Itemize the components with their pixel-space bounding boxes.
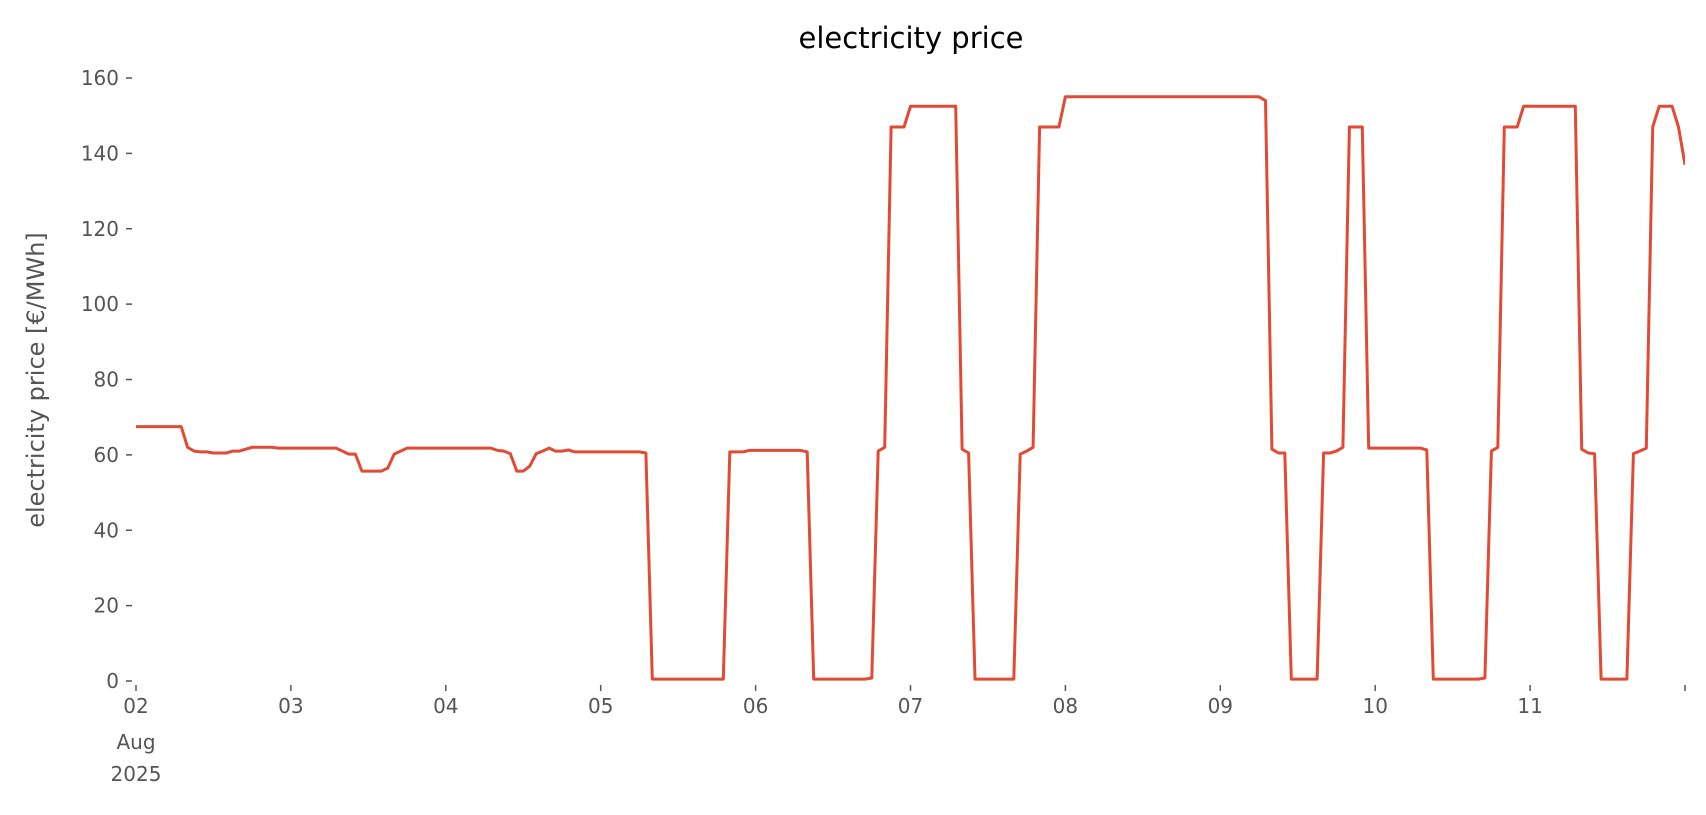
y-tick-label: 160	[81, 66, 119, 90]
x-tick-label: 06	[743, 694, 768, 718]
y-tick-label: 0	[106, 669, 119, 693]
x-tick-label: 05	[588, 694, 613, 718]
x-tick-label: 10	[1362, 694, 1387, 718]
x-tick-label: 02	[123, 694, 148, 718]
y-axis-label: electricity price [€/MWh]	[22, 232, 50, 528]
y-tick-label: 140	[81, 141, 119, 165]
x-tick-label: 04	[433, 694, 458, 718]
price-series-line	[136, 95, 1685, 681]
x-tick-label: 07	[898, 694, 923, 718]
y-tick-label: 120	[81, 217, 119, 241]
y-tick-label: 100	[81, 292, 119, 316]
x-axis: 02 Aug 2025 03 04 05 06 07 08 09 10 11	[111, 685, 1686, 786]
plot-area	[136, 95, 1685, 681]
x-tick-label: 03	[278, 694, 303, 718]
chart-title: electricity price	[799, 21, 1024, 55]
y-tick-label: 40	[94, 518, 119, 542]
x-tick-label: 11	[1517, 694, 1542, 718]
y-tick-label: 80	[94, 368, 119, 392]
x-tick-label: 09	[1208, 694, 1233, 718]
y-tick-label: 60	[94, 443, 119, 467]
x-tick-year-label: 2025	[111, 762, 162, 786]
y-tick-label: 20	[94, 594, 119, 618]
x-tick-month-label: Aug	[116, 730, 155, 754]
x-tick-label: 08	[1053, 694, 1078, 718]
y-axis: 0 20 40 60 80 100 120 140 160	[81, 66, 132, 693]
